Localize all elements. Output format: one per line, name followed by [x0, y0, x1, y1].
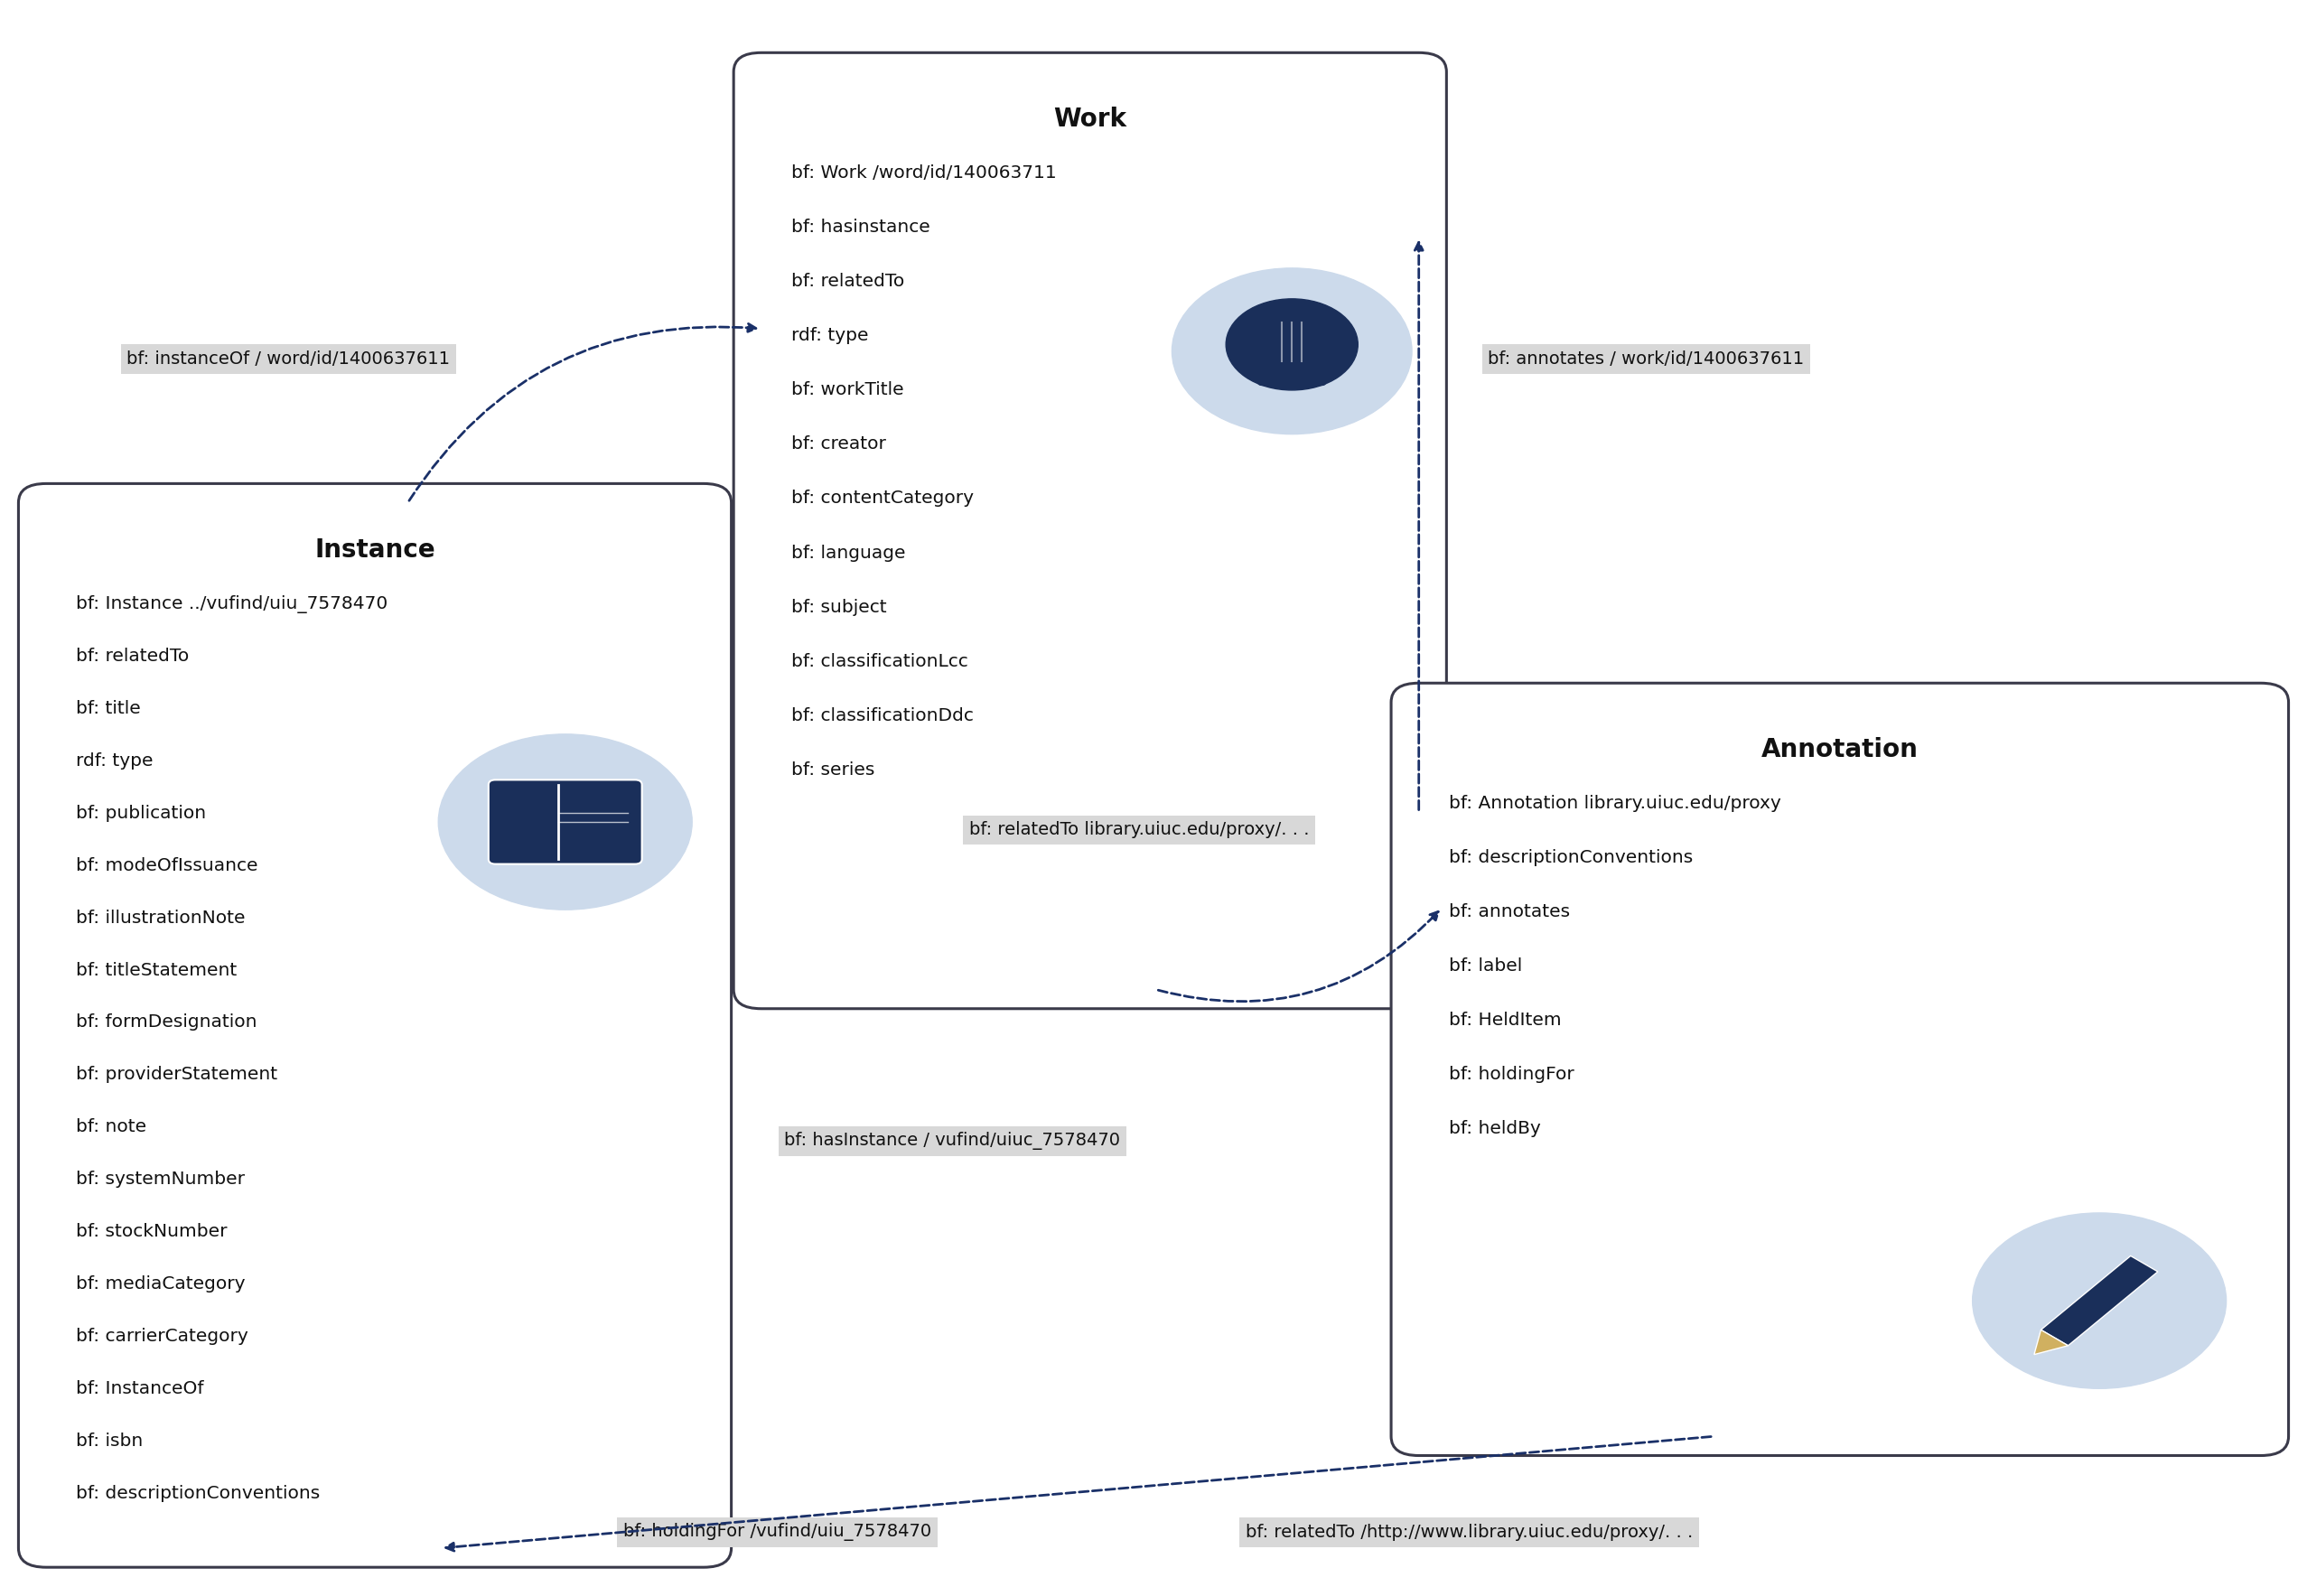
- Text: bf: classificationDdc: bf: classificationDdc: [791, 707, 974, 725]
- Text: bf: InstanceOf: bf: InstanceOf: [76, 1381, 203, 1396]
- Text: Instance: Instance: [314, 538, 436, 563]
- Text: bf: systemNumber: bf: systemNumber: [76, 1171, 245, 1187]
- Circle shape: [1172, 268, 1412, 434]
- Text: bf: illustrationNote: bf: illustrationNote: [76, 910, 245, 926]
- Text: bf: isbn: bf: isbn: [76, 1432, 143, 1449]
- Text: bf: Annotation library.uiuc.edu/proxy: bf: Annotation library.uiuc.edu/proxy: [1449, 795, 1781, 812]
- Text: bf: contentCategory: bf: contentCategory: [791, 490, 974, 508]
- Text: bf: publication: bf: publication: [76, 804, 205, 822]
- FancyBboxPatch shape: [1257, 359, 1327, 386]
- Text: bf: workTitle: bf: workTitle: [791, 381, 904, 399]
- Text: bf: title: bf: title: [76, 701, 141, 717]
- Text: bf: hasinstance: bf: hasinstance: [791, 219, 930, 236]
- Circle shape: [438, 734, 692, 910]
- Polygon shape: [2035, 1329, 2067, 1355]
- FancyBboxPatch shape: [1391, 683, 2289, 1456]
- FancyBboxPatch shape: [734, 53, 1446, 1009]
- Text: bf: stockNumber: bf: stockNumber: [76, 1223, 228, 1240]
- Text: bf: instanceOf / word/id/1400637611: bf: instanceOf / word/id/1400637611: [127, 351, 450, 367]
- Text: Annotation: Annotation: [1760, 737, 1919, 763]
- Text: bf: providerStatement: bf: providerStatement: [76, 1066, 277, 1084]
- Text: bf: Instance ../vufind/uiu_7578470: bf: Instance ../vufind/uiu_7578470: [76, 595, 388, 613]
- Text: bf: classificationLcc: bf: classificationLcc: [791, 653, 969, 670]
- Text: Work: Work: [1054, 107, 1126, 132]
- Text: bf: modeOfIssuance: bf: modeOfIssuance: [76, 857, 258, 875]
- Text: bf: annotates / work/id/1400637611: bf: annotates / work/id/1400637611: [1488, 351, 1804, 367]
- Text: bf: holdingFor /vufind/uiu_7578470: bf: holdingFor /vufind/uiu_7578470: [623, 1523, 932, 1542]
- Polygon shape: [2042, 1256, 2157, 1345]
- Text: bf: HeldItem: bf: HeldItem: [1449, 1012, 1562, 1029]
- Text: bf: relatedTo library.uiuc.edu/proxy/. . .: bf: relatedTo library.uiuc.edu/proxy/. .…: [969, 822, 1308, 838]
- Text: bf: Work /word/id/140063711: bf: Work /word/id/140063711: [791, 164, 1057, 182]
- Text: bf: subject: bf: subject: [791, 598, 886, 616]
- Circle shape: [1972, 1213, 2226, 1389]
- Text: bf: label: bf: label: [1449, 958, 1523, 975]
- Circle shape: [1225, 298, 1359, 389]
- Text: bf: hasInstance / vufind/uiuc_7578470: bf: hasInstance / vufind/uiuc_7578470: [784, 1132, 1121, 1151]
- Text: bf: creator: bf: creator: [791, 436, 886, 453]
- Text: bf: mediaCategory: bf: mediaCategory: [76, 1275, 245, 1293]
- Text: bf: carrierCategory: bf: carrierCategory: [76, 1328, 249, 1345]
- Text: bf: annotates: bf: annotates: [1449, 903, 1571, 921]
- Text: bf: relatedTo /http://www.library.uiuc.edu/proxy/. . .: bf: relatedTo /http://www.library.uiuc.e…: [1246, 1524, 1693, 1540]
- Text: bf: titleStatement: bf: titleStatement: [76, 961, 238, 978]
- Text: bf: descriptionConventions: bf: descriptionConventions: [1449, 849, 1693, 867]
- Text: bf: relatedTo: bf: relatedTo: [76, 648, 189, 666]
- Text: rdf: type: rdf: type: [791, 327, 867, 345]
- Text: bf: formDesignation: bf: formDesignation: [76, 1013, 258, 1031]
- FancyBboxPatch shape: [489, 780, 641, 863]
- Text: bf: relatedTo: bf: relatedTo: [791, 273, 904, 290]
- Text: bf: heldBy: bf: heldBy: [1449, 1120, 1541, 1138]
- Text: bf: series: bf: series: [791, 761, 874, 779]
- Text: rdf: type: rdf: type: [76, 752, 152, 769]
- Text: bf: descriptionConventions: bf: descriptionConventions: [76, 1484, 321, 1502]
- Text: bf: note: bf: note: [76, 1119, 148, 1136]
- FancyBboxPatch shape: [18, 484, 731, 1567]
- Text: bf: language: bf: language: [791, 544, 907, 562]
- Text: bf: holdingFor: bf: holdingFor: [1449, 1066, 1573, 1084]
